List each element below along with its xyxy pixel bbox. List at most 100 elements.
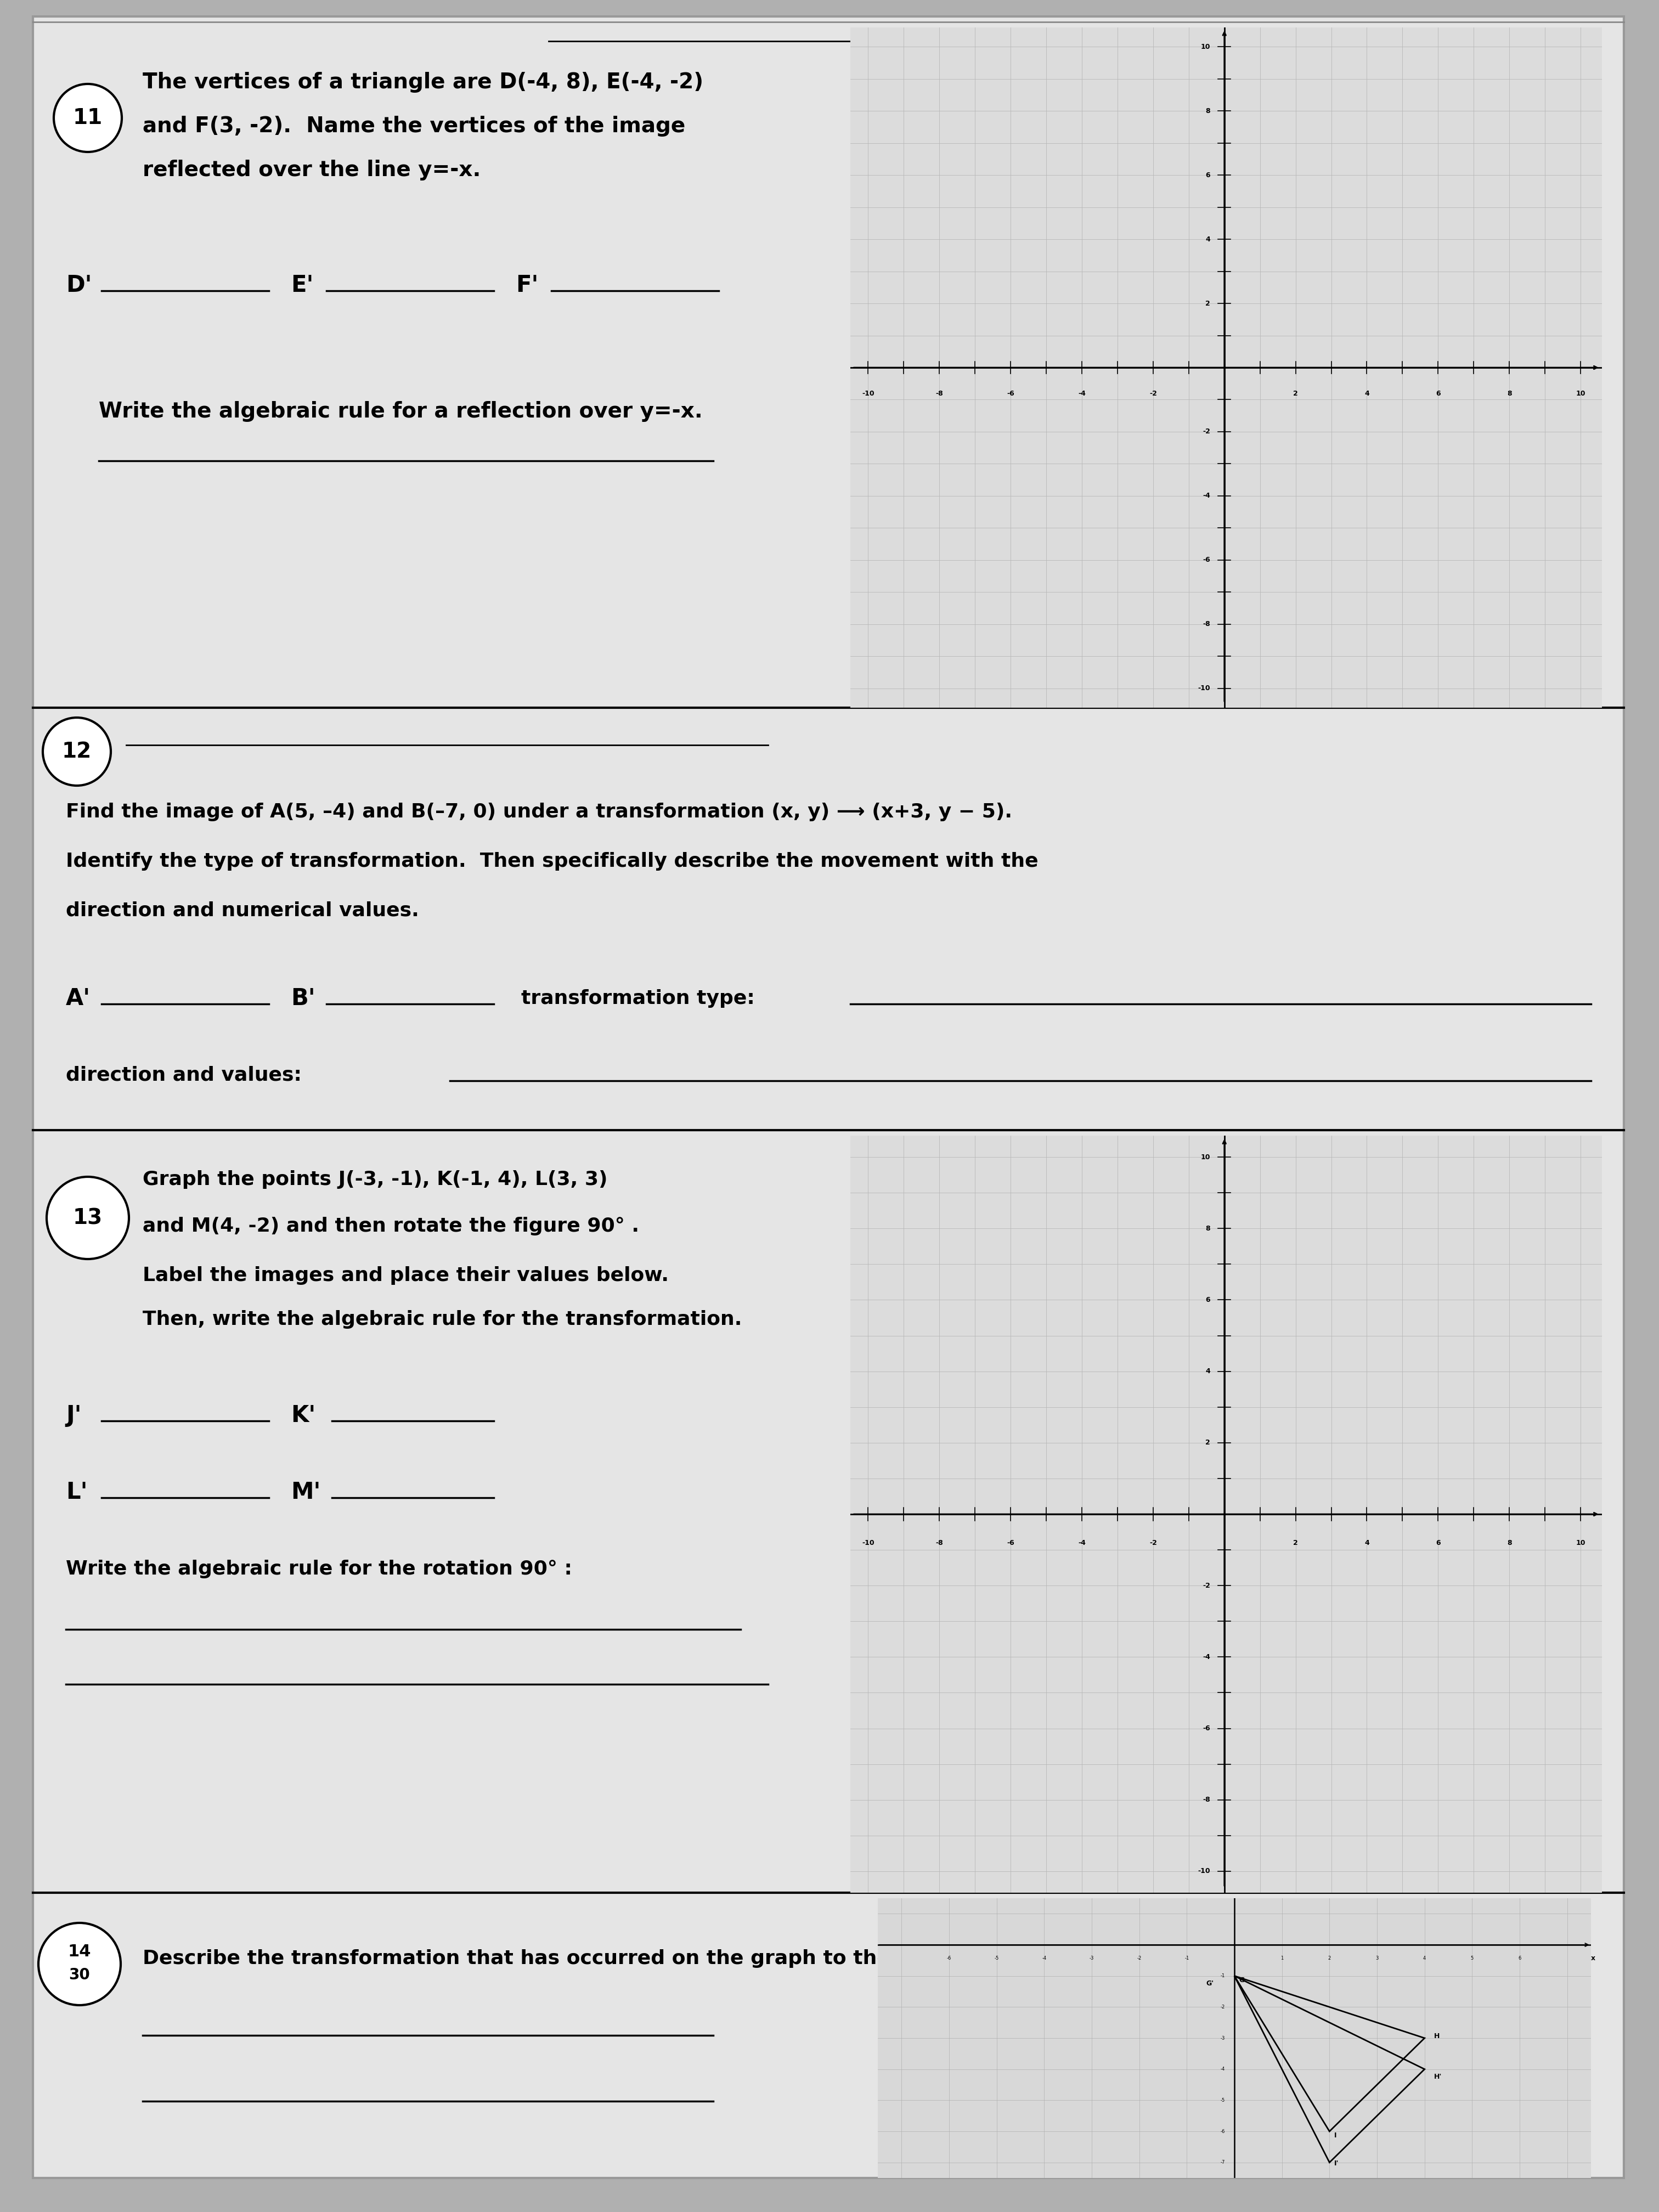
FancyBboxPatch shape	[33, 15, 1624, 2179]
Text: G': G'	[1206, 1980, 1214, 1986]
Text: 14: 14	[68, 1944, 91, 1960]
Text: reflected over the line y=-x.: reflected over the line y=-x.	[143, 159, 481, 181]
Text: -4: -4	[1078, 1540, 1085, 1546]
Text: -2: -2	[1150, 1540, 1156, 1546]
Text: -4: -4	[1221, 2066, 1224, 2073]
Text: 6: 6	[1206, 1296, 1209, 1303]
Text: -10: -10	[1198, 1867, 1209, 1876]
Text: 8: 8	[1506, 1540, 1511, 1546]
Text: 6: 6	[1435, 389, 1440, 398]
Text: 10: 10	[1576, 389, 1586, 398]
Text: 3: 3	[1375, 1955, 1379, 1960]
Text: -2: -2	[1221, 2004, 1224, 2008]
Text: 30: 30	[70, 1966, 90, 1982]
Text: D': D'	[66, 274, 91, 296]
Circle shape	[38, 1922, 121, 2004]
Text: 10: 10	[1201, 1152, 1209, 1161]
Text: -6: -6	[947, 1955, 951, 1960]
Text: -10: -10	[1198, 686, 1209, 692]
Text: -1: -1	[1185, 1955, 1190, 1960]
Text: 6: 6	[1206, 173, 1209, 179]
Text: -4: -4	[1203, 493, 1209, 500]
Text: -2: -2	[1150, 389, 1156, 398]
Text: 10: 10	[1576, 1540, 1586, 1546]
Text: -2: -2	[1203, 1582, 1209, 1588]
Text: 4: 4	[1206, 1367, 1209, 1376]
Text: Find the image of A(5, –4) and B(–7, 0) under a transformation (x, y) ⟶ (x+3, y : Find the image of A(5, –4) and B(–7, 0) …	[66, 803, 1012, 821]
Text: H: H	[1433, 2033, 1440, 2039]
Text: 5: 5	[1470, 1955, 1473, 1960]
Text: F': F'	[516, 274, 539, 296]
Text: 2: 2	[1327, 1955, 1331, 1960]
Text: direction and values:: direction and values:	[66, 1066, 302, 1084]
Text: -1: -1	[1221, 1973, 1224, 1978]
Text: -10: -10	[863, 1540, 874, 1546]
Text: -6: -6	[1221, 2128, 1224, 2135]
Text: and F(3, -2).  Name the vertices of the image: and F(3, -2). Name the vertices of the i…	[143, 115, 685, 137]
Text: 6: 6	[1518, 1955, 1521, 1960]
Text: 4: 4	[1364, 1540, 1369, 1546]
Text: -8: -8	[1203, 622, 1209, 628]
Text: -4: -4	[1203, 1652, 1209, 1661]
Text: -5: -5	[1221, 2097, 1224, 2104]
Text: -5: -5	[994, 1955, 999, 1960]
Text: A': A'	[66, 987, 91, 1011]
Text: 2: 2	[1206, 301, 1209, 307]
Text: -2: -2	[1136, 1955, 1141, 1960]
Text: -6: -6	[1203, 557, 1209, 564]
Text: G: G	[1239, 1978, 1244, 1984]
Text: x: x	[1591, 1955, 1596, 1962]
Text: -6: -6	[1203, 1725, 1209, 1732]
Text: -7: -7	[1221, 2159, 1224, 2166]
Text: Then, write the algebraic rule for the transformation.: Then, write the algebraic rule for the t…	[143, 1310, 742, 1329]
Text: I: I	[1334, 2132, 1337, 2139]
Text: K': K'	[290, 1405, 315, 1427]
Text: E': E'	[290, 274, 314, 296]
Text: 4: 4	[1364, 389, 1369, 398]
Text: -3: -3	[1090, 1955, 1093, 1960]
Text: The vertices of a triangle are D(-4, 8), E(-4, -2): The vertices of a triangle are D(-4, 8),…	[143, 71, 703, 93]
Text: Identify the type of transformation.  Then specifically describe the movement wi: Identify the type of transformation. The…	[66, 852, 1039, 872]
Text: -3: -3	[1221, 2035, 1224, 2039]
Text: Label the images and place their values below.: Label the images and place their values …	[143, 1265, 669, 1285]
Text: -8: -8	[936, 1540, 944, 1546]
Text: B': B'	[290, 987, 315, 1011]
Text: 2: 2	[1206, 1440, 1209, 1447]
Text: 4: 4	[1423, 1955, 1427, 1960]
Text: direction and numerical values.: direction and numerical values.	[66, 900, 420, 920]
Circle shape	[46, 1177, 129, 1259]
Text: J': J'	[66, 1405, 81, 1427]
Text: 13: 13	[73, 1208, 103, 1228]
Text: 8: 8	[1206, 1225, 1209, 1232]
Text: -4: -4	[1042, 1955, 1047, 1960]
Text: -10: -10	[863, 389, 874, 398]
Text: Describe the transformation that has occurred on the graph to the right.: Describe the transformation that has occ…	[143, 1949, 959, 1969]
Text: -2: -2	[1203, 429, 1209, 436]
Text: and M(4, -2) and then rotate the figure 90° .: and M(4, -2) and then rotate the figure …	[143, 1217, 639, 1237]
Text: 4: 4	[1206, 237, 1209, 243]
Text: -8: -8	[1203, 1796, 1209, 1803]
Circle shape	[53, 84, 121, 153]
Text: -6: -6	[1007, 389, 1014, 398]
Text: -8: -8	[936, 389, 944, 398]
Text: L': L'	[66, 1480, 88, 1504]
Text: Graph the points J(-3, -1), K(-1, 4), L(3, 3): Graph the points J(-3, -1), K(-1, 4), L(…	[143, 1170, 607, 1188]
Text: -6: -6	[1007, 1540, 1014, 1546]
Text: 11: 11	[73, 108, 103, 128]
Text: 6: 6	[1435, 1540, 1440, 1546]
Text: 2: 2	[1294, 1540, 1297, 1546]
Text: transformation type:: transformation type:	[521, 989, 755, 1009]
Text: 8: 8	[1206, 108, 1209, 115]
Text: Write the algebraic rule for a reflection over y=-x.: Write the algebraic rule for a reflectio…	[100, 400, 703, 422]
Text: 10: 10	[1201, 42, 1209, 51]
Text: Write the algebraic rule for the rotation 90° :: Write the algebraic rule for the rotatio…	[66, 1559, 572, 1579]
Text: 8: 8	[1506, 389, 1511, 398]
Circle shape	[43, 717, 111, 785]
Text: -4: -4	[1078, 389, 1085, 398]
Text: I': I'	[1334, 2161, 1339, 2168]
Text: M': M'	[290, 1480, 320, 1504]
Text: 2: 2	[1294, 389, 1297, 398]
Text: H': H'	[1433, 2073, 1442, 2079]
Text: 12: 12	[61, 741, 91, 761]
Text: 1: 1	[1281, 1955, 1284, 1960]
